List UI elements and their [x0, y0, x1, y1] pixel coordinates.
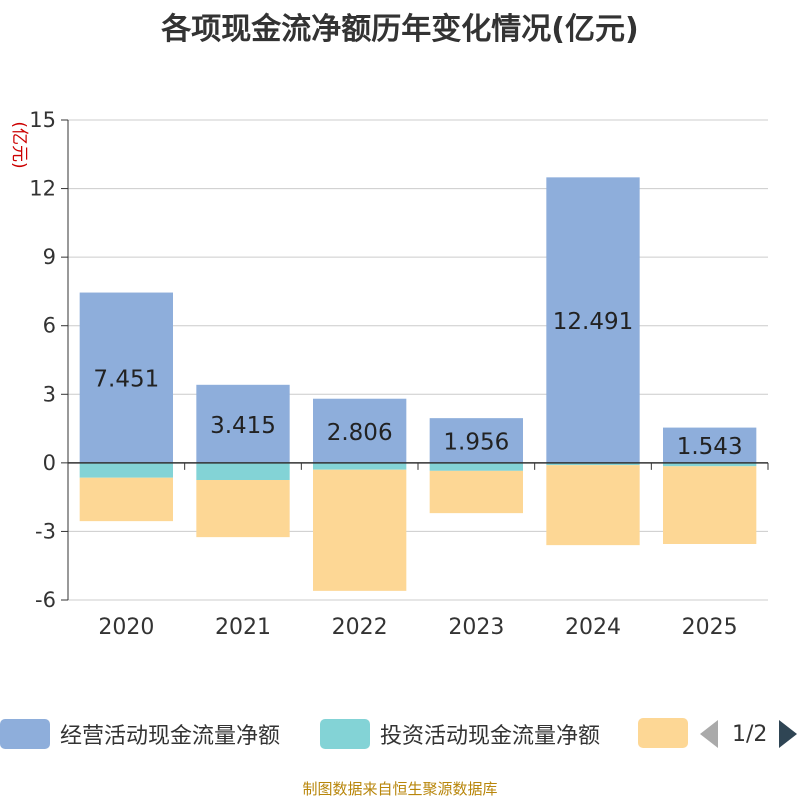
y-tick-label: 0 — [43, 451, 56, 475]
y-tick-label: 15 — [29, 108, 56, 132]
legend-label-investing: 投资活动现金流量净额 — [380, 724, 601, 749]
bar-financing-2022 — [313, 469, 407, 591]
bar-operating-2023 — [429, 418, 523, 463]
legend-swatch-financing — [638, 718, 688, 748]
bar-operating-2022 — [313, 398, 407, 463]
y-tick-label: 6 — [43, 314, 56, 338]
bar-financing-2025 — [663, 466, 757, 544]
legend-label-operating: 经营活动现金流量净额 — [60, 724, 281, 749]
bar-operating-2021 — [196, 384, 290, 463]
bar-operating-2020 — [79, 292, 173, 463]
bar-investing-2022 — [313, 462, 407, 470]
bar-investing-2025 — [663, 462, 757, 467]
bar-investing-2020 — [79, 462, 173, 478]
bar-investing-2021 — [196, 462, 290, 480]
legend-swatch-investing — [320, 719, 370, 749]
legend-item-investing[interactable]: 投资活动现金流量净额 — [320, 718, 600, 750]
y-axis-label: (亿元) — [9, 121, 29, 168]
legend: 经营活动现金流量净额 投资活动现金流量净额 1/2 — [0, 716, 800, 756]
data-label-operating-2021: 3.415 — [210, 413, 276, 439]
x-tick-label: 2025 — [682, 615, 738, 640]
bar-operating-2024 — [546, 177, 640, 463]
y-tick-label: -3 — [35, 519, 56, 543]
bar-financing-2023 — [429, 470, 523, 514]
x-tick-label: 2023 — [448, 615, 504, 640]
legend-item-operating[interactable]: 经营活动现金流量净额 — [0, 718, 280, 750]
data-label-operating-2025: 1.543 — [677, 434, 743, 460]
y-tick-label: 3 — [43, 382, 56, 406]
x-tick-label: 2021 — [215, 615, 271, 640]
y-tick-label: -6 — [35, 588, 56, 612]
bar-investing-2023 — [429, 462, 523, 471]
y-tick-label: 12 — [29, 177, 56, 201]
bar-financing-2020 — [79, 477, 173, 522]
x-tick-label: 2020 — [98, 615, 154, 640]
data-label-operating-2022: 2.806 — [327, 420, 393, 446]
triangle-left-icon[interactable] — [700, 720, 718, 748]
data-label-operating-2023: 1.956 — [443, 430, 509, 456]
source-note: 制图数据来自恒生聚源数据库 — [302, 780, 498, 798]
data-label-operating-2024: 12.491 — [553, 309, 633, 335]
legend-pager: 1/2 — [700, 720, 798, 748]
data-label-operating-2020: 7.451 — [93, 367, 159, 393]
y-tick-label: 9 — [43, 245, 56, 269]
bar-investing-2024 — [546, 462, 640, 466]
chart-title: 各项现金流净额历年变化情况(亿元) — [161, 12, 639, 47]
bar-operating-2025 — [663, 427, 757, 463]
cash-flow-chart: -6 -3 0 3 6 9 12 15(亿元) 2020 2021 2022 2023 2024 2025… — [9, 108, 769, 640]
legend-page-indicator: 1/2 — [732, 721, 768, 747]
x-tick-label: 2022 — [332, 615, 388, 640]
legend-item-financing[interactable] — [638, 718, 698, 748]
bar-financing-2021 — [196, 480, 290, 538]
legend-swatch-operating — [0, 719, 50, 749]
triangle-right-icon[interactable] — [779, 720, 798, 748]
x-tick-label: 2024 — [565, 615, 621, 640]
bar-financing-2024 — [546, 465, 640, 546]
